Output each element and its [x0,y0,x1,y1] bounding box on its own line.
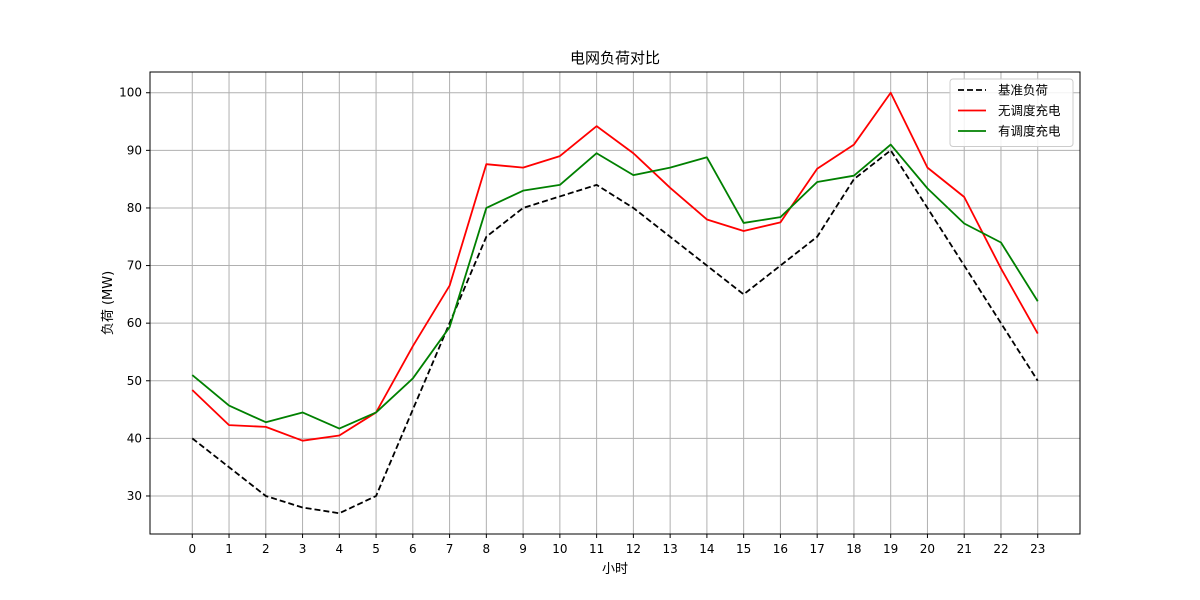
x-axis-label: 小时 [602,562,628,577]
legend-label-1: 无调度充电 [998,103,1061,118]
series-line-0 [191,149,1039,515]
plot-frame [149,71,1081,535]
series-layer [191,91,1039,515]
x-tick-label: 13 [662,542,677,556]
y-tick-label: 50 [127,374,142,388]
x-tick-label: 1 [225,542,233,556]
legend-label-0: 基准负荷 [998,83,1048,98]
y-tick-label: 100 [119,86,142,100]
y-tick-label: 80 [127,201,142,215]
legend-label-2: 有调度充电 [998,124,1061,139]
series-line-1 [191,91,1039,442]
x-tick-label: 10 [552,542,567,556]
x-tick-label: 12 [626,542,641,556]
y-tick-label: 90 [127,143,142,157]
x-tick-label: 19 [883,542,898,556]
series-line-2 [191,143,1039,430]
y-tick-label: 60 [127,316,142,330]
x-tick-label: 2 [262,542,270,556]
x-tick-label: 0 [188,542,196,556]
x-tick-label: 4 [335,542,343,556]
chart-title: 电网负荷对比 [570,49,660,67]
y-axis-label: 负荷 (MW) [101,271,116,335]
x-tick-label: 16 [773,542,788,556]
x-tick-label: 5 [372,542,380,556]
x-tick-label: 20 [920,542,935,556]
x-tick-label: 22 [993,542,1008,556]
x-tick-label: 14 [699,542,714,556]
x-tick-label: 17 [810,542,825,556]
y-tick-label: 70 [127,259,142,273]
x-tick-label: 6 [409,542,417,556]
x-tick-label: 21 [957,542,972,556]
x-tick-label: 9 [519,542,527,556]
legend-box [949,78,1074,147]
y-tick-label: 30 [127,489,142,503]
x-tick-label: 15 [736,542,751,556]
ticks-layer: 0 1 2 3 4 5 6 7 8 9 10 11 12 13 14 15 16 17 18 19 20 21 22 2330… [119,86,1045,556]
x-tick-label: 3 [299,542,307,556]
x-tick-label: 23 [1030,542,1045,556]
grid-layer [150,72,1080,534]
x-tick-label: 8 [483,542,491,556]
x-tick-label: 18 [846,542,861,556]
x-tick-label: 11 [589,542,604,556]
x-tick-label: 7 [446,542,454,556]
y-tick-label: 40 [127,431,142,445]
